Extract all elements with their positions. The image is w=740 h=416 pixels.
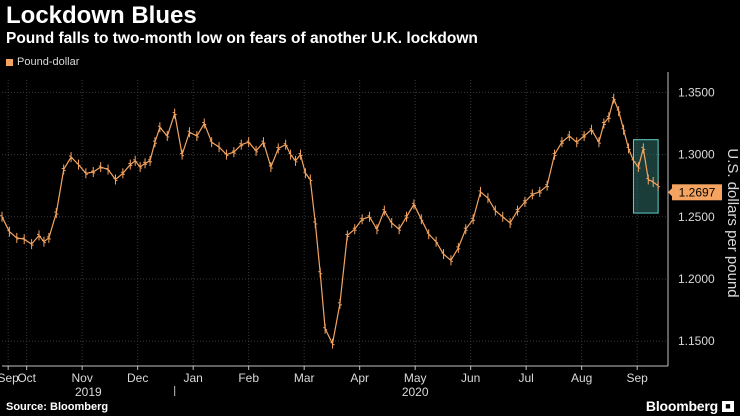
x-tick-label: Nov [71,371,92,385]
y-tick-label: 1.2000 [678,272,715,286]
x-tick-label: Feb [238,371,259,385]
brand-logo: Bloomberg [645,398,718,414]
x-tick-label: Mar [294,371,315,385]
x-tick-label: Jan [183,371,202,385]
x-tick-label: Jun [461,371,480,385]
highlight-box [632,139,659,214]
x-tick-label: Oct [17,371,36,385]
series-line-pound-dollar [1,96,659,346]
chart-subtitle: Pound falls to two-month low on fears of… [6,30,478,47]
x-tick-label: Apr [350,371,369,385]
x-tick-label: Sep [0,371,19,385]
last-value-badge [672,184,722,201]
year-label: 2019 [75,385,102,399]
x-tick-label: May [404,371,427,385]
source-note: Source: Bloomberg [6,401,109,413]
y-tick-label: 1.1500 [678,334,715,348]
x-tick-label: Jul [518,371,533,385]
legend: Pound-dollar [6,56,79,68]
x-tick-label: Dec [127,371,148,385]
legend-label: Pound-dollar [17,56,80,68]
chart-title: Lockdown Blues [6,2,197,29]
y-tick-label: 1.3000 [678,148,715,162]
last-value-pointer [668,187,673,198]
x-tick-label: Aug [571,371,592,385]
last-value-label: 1.2697 [679,185,716,199]
legend-swatch [6,58,13,66]
year-label: 2020 [402,385,429,399]
x-tick-label: Sep [626,371,648,385]
brand-mark-icon: ■ [722,401,734,412]
y-tick-label: 1.2500 [678,210,715,224]
y-axis-title: U.S. dollars per pound [724,148,740,297]
y-tick-label: 1.3500 [678,85,715,99]
